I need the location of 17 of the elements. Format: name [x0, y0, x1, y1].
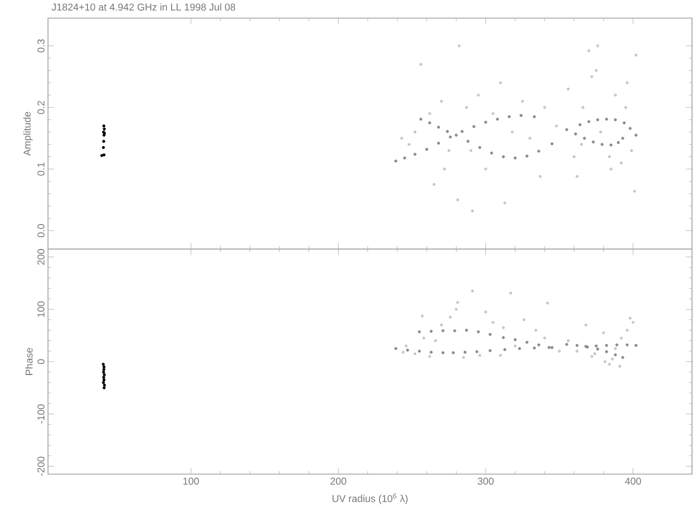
x-tick-label: 200: [330, 478, 346, 485]
y-tick-label: 0.0: [37, 224, 44, 238]
y-tick-label: 0.2: [37, 100, 44, 114]
y-tick-label: -100: [37, 404, 44, 424]
y-axis-title: Amplitude: [23, 112, 33, 156]
y-axis-title: Phase: [25, 348, 33, 375]
y-tick-label: 0.1: [37, 162, 44, 176]
y-tick-label: 0: [37, 359, 44, 364]
x-tick-label: 100: [183, 478, 199, 485]
y-tick-label: -200: [37, 456, 44, 476]
x-axis-title: UV radius (10$^{6}$ λ): [332, 493, 408, 504]
chart-title: J1824+10 at 4.942 GHz in LL 1998 Jul 08: [52, 3, 236, 11]
y-tick-label: 100: [37, 301, 44, 317]
y-tick-label: 0.3: [37, 39, 44, 52]
y-tick-label: 200: [37, 248, 44, 265]
x-tick-label: 400: [624, 478, 641, 485]
x-tick-label: 300: [478, 478, 494, 485]
